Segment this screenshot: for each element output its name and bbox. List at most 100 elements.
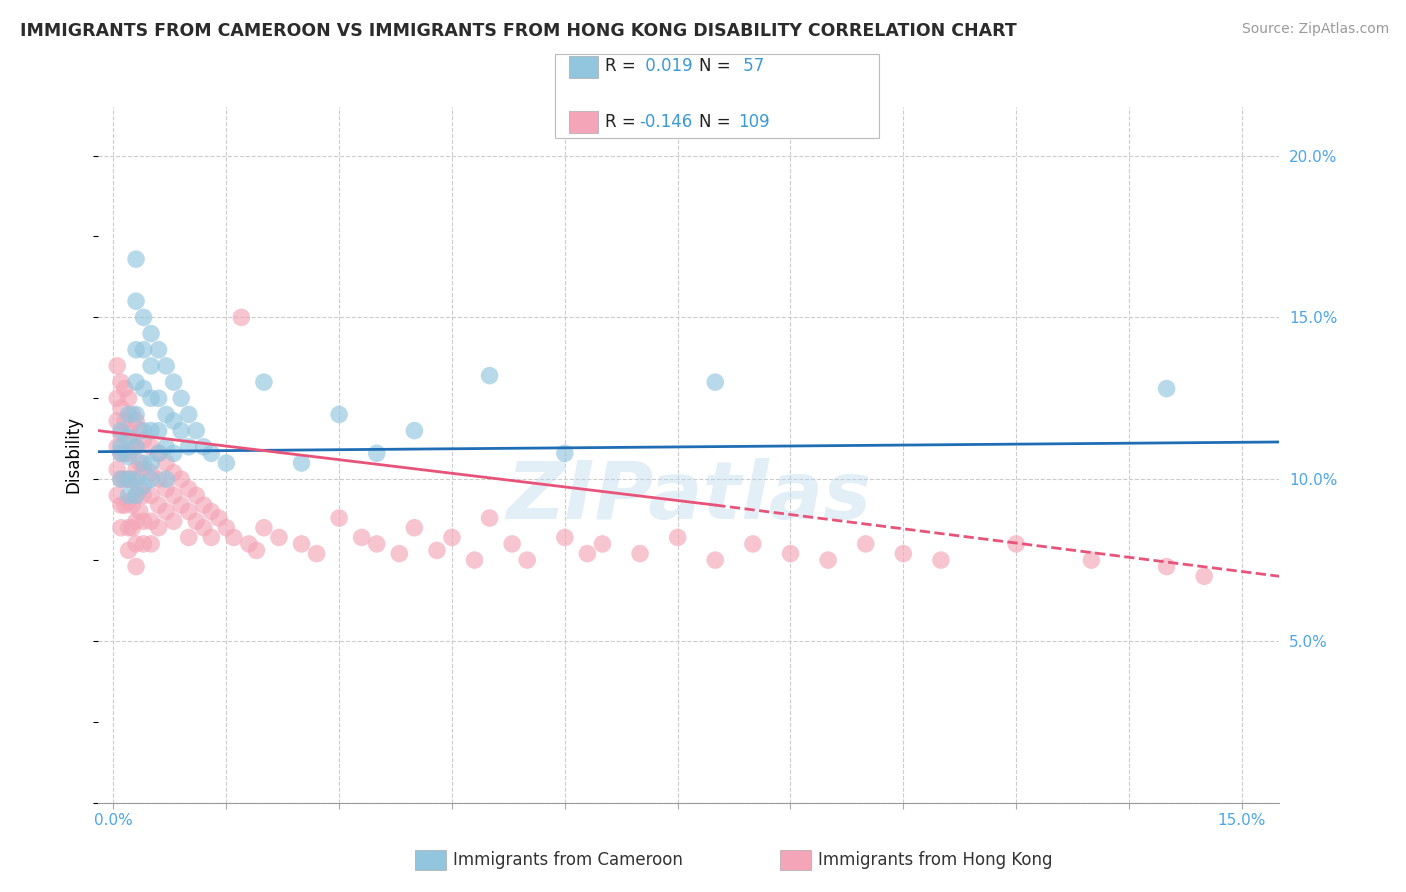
- Point: [186, 514, 208, 528]
- Point: [478, 511, 501, 525]
- Text: 109: 109: [738, 113, 769, 131]
- Point: [139, 537, 162, 551]
- Point: [267, 531, 290, 545]
- Point: [366, 446, 388, 460]
- Point: [193, 521, 215, 535]
- Point: [148, 343, 170, 357]
- Point: [125, 488, 148, 502]
- Point: [328, 408, 350, 422]
- Point: [155, 472, 177, 486]
- Point: [177, 408, 200, 422]
- Point: [125, 559, 148, 574]
- Point: [177, 504, 200, 518]
- Point: [110, 440, 132, 454]
- Point: [132, 434, 155, 448]
- Point: [132, 343, 155, 357]
- Point: [148, 498, 170, 512]
- Point: [125, 408, 148, 422]
- Point: [132, 424, 155, 438]
- Point: [121, 521, 143, 535]
- Point: [132, 462, 155, 476]
- Point: [290, 456, 312, 470]
- Point: [139, 424, 162, 438]
- Point: [139, 488, 162, 502]
- Point: [245, 543, 267, 558]
- Point: [253, 521, 276, 535]
- Point: [464, 553, 486, 567]
- Point: [501, 537, 523, 551]
- Point: [105, 392, 128, 406]
- Point: [125, 537, 148, 551]
- Point: [117, 450, 139, 464]
- Point: [132, 382, 155, 396]
- Point: [155, 504, 177, 518]
- Point: [105, 414, 128, 428]
- Point: [155, 408, 177, 422]
- Point: [128, 456, 150, 470]
- Point: [554, 531, 576, 545]
- Point: [170, 424, 193, 438]
- Point: [132, 456, 155, 470]
- Text: IMMIGRANTS FROM CAMEROON VS IMMIGRANTS FROM HONG KONG DISABILITY CORRELATION CHA: IMMIGRANTS FROM CAMEROON VS IMMIGRANTS F…: [20, 22, 1017, 40]
- Point: [117, 430, 139, 444]
- Point: [576, 547, 599, 561]
- Point: [253, 375, 276, 389]
- Point: [117, 472, 139, 486]
- Point: [110, 446, 132, 460]
- Point: [139, 514, 162, 528]
- Point: [817, 553, 839, 567]
- Point: [139, 326, 162, 341]
- Point: [163, 375, 186, 389]
- Point: [128, 504, 150, 518]
- Point: [704, 553, 727, 567]
- Point: [125, 462, 148, 476]
- Point: [139, 456, 162, 470]
- Point: [110, 401, 132, 415]
- Point: [114, 414, 136, 428]
- Text: N =: N =: [699, 57, 735, 75]
- Text: Source: ZipAtlas.com: Source: ZipAtlas.com: [1241, 22, 1389, 37]
- Point: [117, 543, 139, 558]
- Point: [215, 521, 238, 535]
- Point: [121, 440, 143, 454]
- Point: [110, 424, 132, 438]
- Point: [125, 514, 148, 528]
- Point: [117, 446, 139, 460]
- Point: [121, 498, 143, 512]
- Point: [117, 408, 139, 422]
- Point: [704, 375, 727, 389]
- Point: [200, 504, 222, 518]
- Point: [105, 359, 128, 373]
- Text: Immigrants from Cameroon: Immigrants from Cameroon: [453, 851, 682, 869]
- Point: [117, 472, 139, 486]
- Point: [155, 440, 177, 454]
- Point: [132, 310, 155, 325]
- Text: R =: R =: [605, 113, 641, 131]
- Point: [148, 446, 170, 460]
- Point: [105, 440, 128, 454]
- Point: [200, 531, 222, 545]
- Point: [177, 440, 200, 454]
- Point: [200, 446, 222, 460]
- Point: [163, 514, 186, 528]
- Point: [114, 472, 136, 486]
- Text: ZIPatlas: ZIPatlas: [506, 458, 872, 536]
- Point: [1156, 382, 1178, 396]
- Point: [1192, 569, 1215, 583]
- Point: [163, 446, 186, 460]
- Point: [117, 488, 139, 502]
- Point: [328, 511, 350, 525]
- Point: [125, 414, 148, 428]
- Point: [186, 424, 208, 438]
- Point: [139, 392, 162, 406]
- Point: [163, 466, 186, 480]
- Point: [163, 414, 186, 428]
- Point: [125, 294, 148, 309]
- Y-axis label: Disability: Disability: [65, 417, 83, 493]
- Point: [404, 424, 426, 438]
- Text: Immigrants from Hong Kong: Immigrants from Hong Kong: [818, 851, 1053, 869]
- Point: [105, 488, 128, 502]
- Point: [426, 543, 449, 558]
- Text: 0.019: 0.019: [640, 57, 692, 75]
- Text: 57: 57: [738, 57, 765, 75]
